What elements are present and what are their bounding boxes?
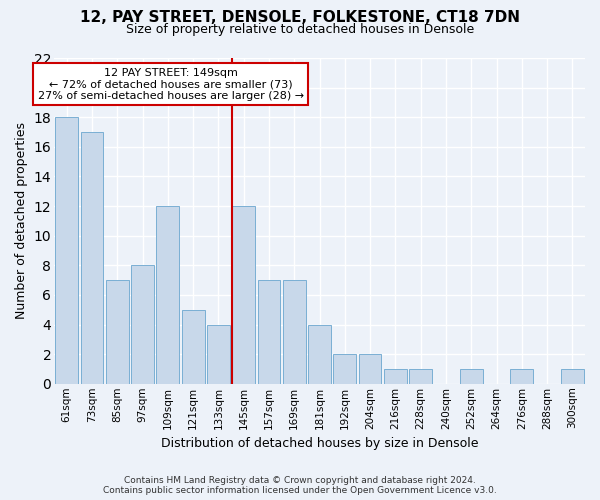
Bar (207, 324, 230, 384)
Bar (157, 206, 179, 384)
Text: 12 PAY STREET: 149sqm
← 72% of detached houses are smaller (73)
27% of semi-deta: 12 PAY STREET: 149sqm ← 72% of detached … (38, 68, 304, 101)
Bar (283, 280, 305, 384)
Text: 12, PAY STREET, DENSOLE, FOLKESTONE, CT18 7DN: 12, PAY STREET, DENSOLE, FOLKESTONE, CT1… (80, 10, 520, 25)
Bar (106, 280, 128, 384)
Bar (334, 354, 356, 384)
Bar (131, 266, 154, 384)
Bar (384, 369, 407, 384)
Bar (80, 132, 103, 384)
Bar (409, 369, 432, 384)
Text: Size of property relative to detached houses in Densole: Size of property relative to detached ho… (126, 22, 474, 36)
Y-axis label: Number of detached properties: Number of detached properties (15, 122, 28, 320)
Bar (460, 369, 482, 384)
Text: Contains HM Land Registry data © Crown copyright and database right 2024.
Contai: Contains HM Land Registry data © Crown c… (103, 476, 497, 495)
X-axis label: Distribution of detached houses by size in Densole: Distribution of detached houses by size … (161, 437, 478, 450)
Bar (257, 280, 280, 384)
Bar (182, 310, 205, 384)
Bar (511, 369, 533, 384)
Bar (561, 369, 584, 384)
Bar (55, 117, 78, 384)
Bar (359, 354, 382, 384)
Bar (308, 324, 331, 384)
Bar (232, 206, 255, 384)
